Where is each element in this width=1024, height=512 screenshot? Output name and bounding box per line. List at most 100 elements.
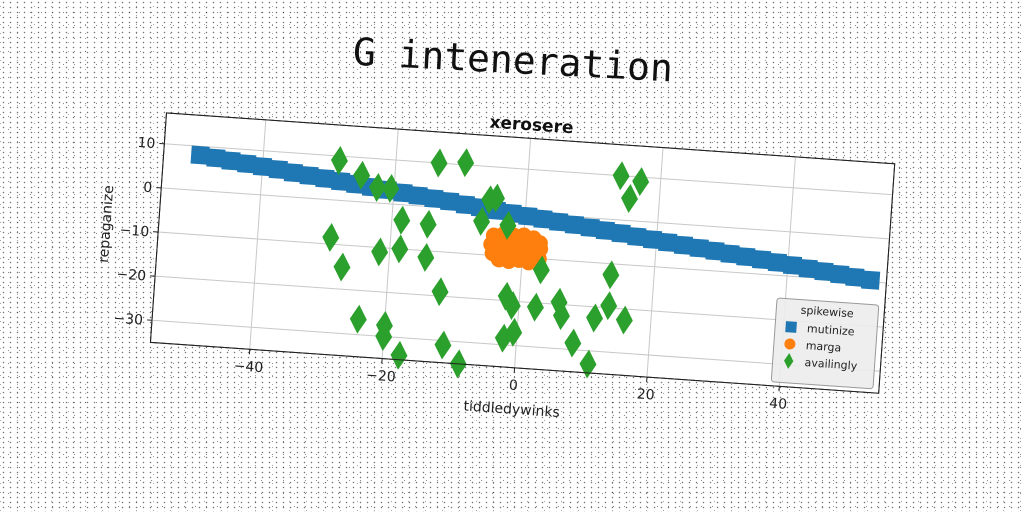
mutinize-point [720,244,740,264]
series-availingly [322,146,650,379]
availingly-point [390,340,408,370]
mutinize-point [252,157,273,177]
series-marga [483,226,549,271]
mutinize-point [190,145,210,165]
mutinize-point [611,223,631,243]
availingly-point [488,183,505,213]
legend-marker-mutinize [785,321,797,333]
availingly-point [564,328,582,358]
y-tick-label: 10 [137,135,156,152]
availingly-point [353,160,371,190]
x-tick-label: 40 [769,396,788,413]
mutinize-point [861,270,881,290]
availingly-point [494,323,512,353]
availingly-point [579,349,597,379]
y-grid-line [151,319,881,372]
mutinize-point [642,229,663,250]
mutinize-point [782,255,803,275]
availingly-point [369,173,386,202]
mutinize-point [331,171,351,192]
legend-title: spikewise [800,304,854,321]
mutinize-point [440,191,460,212]
availingly-point [600,291,618,321]
mutinize-point [549,212,569,232]
chart-title: xerosere [489,112,574,138]
mutinize-point [830,264,850,284]
y-tick-label: −10 [119,222,150,240]
series-mutinize [190,145,881,290]
x-axis-label: tiddledywinks [463,398,560,421]
availingly-point [457,148,475,178]
legend-label-mutinize: mutinize [807,322,856,338]
x-tick-label: 20 [636,386,655,403]
availingly-point [430,148,448,178]
availingly-point [473,206,491,236]
y-tick-label: −20 [116,266,147,284]
mutinize-point [689,238,709,258]
availingly-point [552,301,570,331]
mutinize-point [580,218,600,238]
y-tick-label: 0 [143,180,153,197]
legend-label-marga: marga [805,339,841,354]
availingly-point [382,173,400,203]
availingly-point [621,184,638,213]
x-tick-label: −20 [366,367,397,385]
availingly-point [434,330,452,360]
mutinize-point [752,250,772,270]
availingly-point [431,277,449,307]
mutinize-point [845,267,865,287]
y-grid-line [164,143,893,196]
availingly-point [419,209,437,239]
mutinize-point [268,159,288,180]
y-axis-label: repaganize [96,185,117,264]
mutinize-point [798,259,818,279]
availingly-point [526,292,544,322]
mutinize-point [767,252,787,273]
availingly-point [612,161,630,191]
availingly-point [417,242,435,272]
mutinize-point [315,168,335,189]
availingly-point [532,255,550,285]
legend-label-availingly: availingly [804,356,858,373]
mutinize-point [206,148,226,168]
mutinize-point [658,232,678,253]
legend-marker-availingly [784,352,794,369]
mutinize-point [736,247,756,267]
availingly-point [393,205,411,235]
availingly-point [371,237,389,267]
x-tick-label: −40 [233,358,264,376]
series-layer [190,145,881,379]
availingly-point [550,287,568,317]
legend-box [770,297,880,390]
availingly-point [602,260,620,290]
legend-marker-marga [784,338,796,350]
mutinize-point [299,166,319,186]
mutinize-point [673,235,694,255]
ticks: −40 −20 0 20 40 10 0 −10 −20 −30 [113,135,788,413]
y-grid-line [155,275,884,328]
mutinize-point [237,154,257,174]
mutinize-point [408,186,428,206]
x-tick-label: 0 [508,377,518,394]
mutinize-point [455,195,476,215]
marga-point [520,241,537,258]
mutinize-point [564,215,585,235]
mutinize-point [221,151,241,171]
mutinize-point [533,209,553,229]
availingly-point [391,234,409,264]
mutinize-point [518,206,538,226]
mutinize-point [705,241,725,261]
availingly-point [632,167,650,197]
mutinize-point [814,261,834,282]
availingly-point [503,291,521,321]
availingly-point [586,303,604,333]
mutinize-point [595,220,615,241]
availingly-point [615,305,633,335]
availingly-point [322,222,340,252]
x-grid-line [646,147,664,378]
availingly-point [333,252,351,282]
availingly-point [375,322,393,351]
